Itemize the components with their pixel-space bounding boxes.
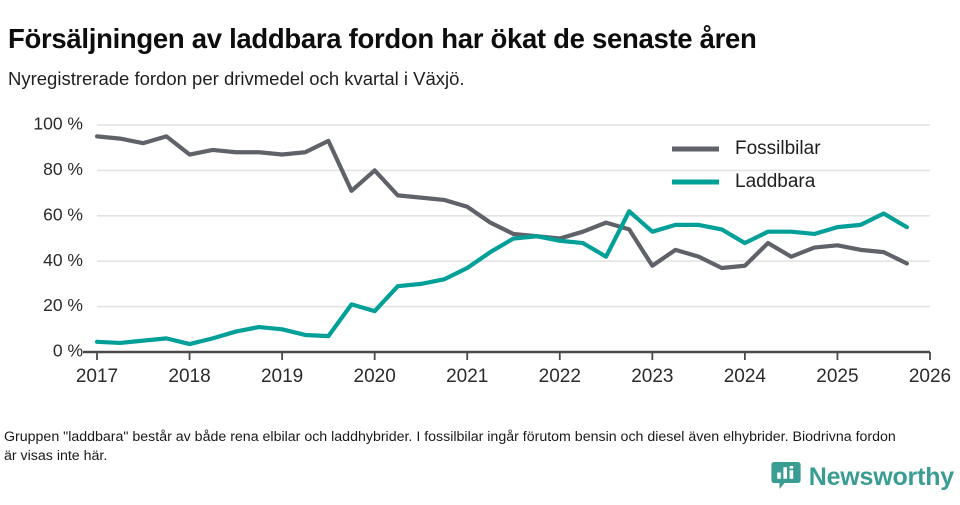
x-tick-label: 2025 <box>816 366 858 387</box>
gridlines <box>97 124 930 308</box>
x-tick-label: 2026 <box>909 366 951 387</box>
x-tick-label: 2024 <box>724 366 767 387</box>
x-tick-label: 2018 <box>168 366 210 387</box>
y-tick-label: 100 % <box>33 114 83 134</box>
series-line-laddbara <box>94 209 909 347</box>
x-tick-label: 2021 <box>446 366 488 387</box>
legend-label: Fossilbilar <box>735 138 821 159</box>
y-tick-label: 0 % <box>53 341 83 361</box>
chart-subtitle: Nyregistrerade fordon per drivmedel och … <box>8 68 465 89</box>
line-chart-svg: 0 % 20 % 40 % 60 % 80 % 100 % 2017 2018 2019 202… <box>33 114 951 387</box>
chart-legend: Fossilbilar Laddbara <box>672 138 821 192</box>
x-axis-tick-labels: 2017 2018 2019 2020 2021 2022 2023 2024 2025 2026 <box>76 366 951 387</box>
bar-chart-bubble-icon <box>771 460 801 495</box>
legend-label: Laddbara <box>735 171 816 192</box>
brand-logo: Newsworthy <box>771 460 954 495</box>
page-title: Försäljningen av laddbara fordon har öka… <box>8 23 757 55</box>
x-axis <box>83 350 931 360</box>
x-tick-label: 2020 <box>354 366 396 387</box>
x-tick-label: 2017 <box>76 366 118 387</box>
y-tick-label: 20 % <box>43 295 83 315</box>
y-tick-label: 60 % <box>43 204 83 224</box>
y-tick-label: 80 % <box>43 159 83 179</box>
series-line-fossilbilar <box>94 134 909 271</box>
data-series <box>94 134 909 347</box>
y-axis-tick-labels: 0 % 20 % 40 % 60 % 80 % 100 % <box>33 114 83 361</box>
brand-name: Newsworthy <box>808 463 954 491</box>
x-tick-label: 2023 <box>631 366 673 387</box>
y-tick-label: 40 % <box>43 250 83 270</box>
chart-footnote: Gruppen "laddbara" består av både rena e… <box>4 429 896 465</box>
x-tick-label: 2019 <box>261 366 303 387</box>
x-tick-label: 2022 <box>539 366 581 387</box>
chart-plot-area: 0 % 20 % 40 % 60 % 80 % 100 % 2017 2018 2019 202… <box>0 108 960 400</box>
